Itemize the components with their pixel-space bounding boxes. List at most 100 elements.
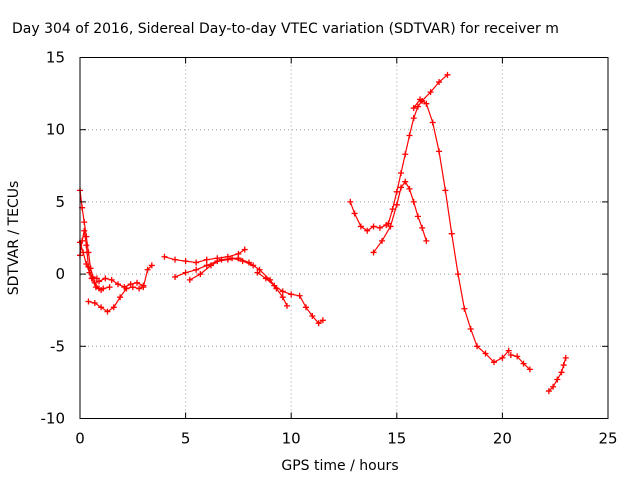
data-point	[526, 366, 533, 373]
data-point	[370, 223, 377, 230]
data-point	[98, 304, 105, 311]
series-track-6	[161, 246, 248, 266]
series-line	[257, 272, 324, 324]
data-point	[144, 266, 151, 273]
data-point	[235, 255, 242, 262]
data-point	[182, 258, 189, 265]
data-point	[96, 278, 103, 285]
series-track-8	[186, 255, 257, 283]
series-track-12	[370, 178, 430, 256]
data-point	[406, 132, 413, 139]
data-point	[406, 185, 413, 192]
data-point	[279, 294, 286, 301]
series-track-15	[507, 351, 533, 373]
series-track-10	[254, 269, 326, 327]
data-point	[402, 178, 409, 185]
data-series-layer	[77, 71, 569, 395]
data-point	[193, 266, 200, 273]
data-point	[117, 294, 124, 301]
data-point	[490, 359, 497, 366]
y-tick-label: 15	[46, 49, 65, 67]
data-point	[283, 302, 290, 309]
data-point	[102, 275, 109, 282]
series-track-9	[235, 255, 290, 309]
data-point	[550, 383, 557, 390]
y-tick-label: 10	[46, 121, 65, 139]
data-point	[98, 286, 105, 293]
data-point	[448, 230, 455, 237]
data-point	[203, 256, 210, 263]
data-point	[423, 100, 430, 107]
data-point	[562, 354, 569, 361]
data-point	[414, 103, 421, 110]
data-point	[309, 312, 316, 319]
data-point	[127, 281, 134, 288]
data-point	[197, 271, 204, 278]
data-point	[288, 291, 295, 298]
data-point	[419, 224, 426, 231]
data-point	[104, 308, 111, 315]
y-tick-label: 0	[55, 265, 65, 283]
data-point	[121, 284, 128, 291]
x-tick-label: 0	[75, 430, 85, 448]
data-point	[81, 227, 88, 234]
data-point	[136, 285, 143, 292]
x-axis-label: GPS time / hours	[281, 458, 398, 474]
data-point	[134, 279, 141, 286]
data-point	[414, 213, 421, 220]
series-track-16	[545, 354, 569, 395]
data-point	[410, 105, 417, 112]
data-point	[444, 71, 451, 78]
data-point	[83, 242, 90, 249]
data-point	[83, 233, 90, 240]
series-track-5	[96, 275, 147, 291]
data-point	[347, 198, 354, 205]
data-point	[85, 298, 92, 305]
data-point	[140, 282, 147, 289]
series-track-14	[410, 96, 512, 366]
data-point	[92, 284, 99, 291]
data-point	[455, 271, 462, 278]
data-point	[207, 262, 214, 269]
data-point	[229, 255, 236, 262]
series-track-11	[347, 198, 390, 234]
data-point	[389, 206, 396, 213]
data-point	[417, 96, 424, 103]
data-point	[427, 89, 434, 96]
data-point	[81, 219, 88, 226]
data-point	[302, 304, 309, 311]
data-point	[393, 201, 400, 208]
data-point	[186, 276, 193, 283]
x-tick-label: 25	[598, 430, 617, 448]
data-point	[398, 184, 405, 191]
data-point	[474, 343, 481, 350]
data-point	[376, 224, 383, 231]
data-point	[560, 362, 567, 369]
data-point	[315, 320, 322, 327]
series-line	[510, 354, 531, 370]
data-point	[436, 148, 443, 155]
data-point	[254, 269, 261, 276]
data-point	[385, 220, 392, 227]
data-point	[106, 284, 113, 291]
data-point	[482, 350, 489, 357]
data-point	[442, 187, 449, 194]
series-line	[413, 98, 510, 363]
data-point	[110, 304, 117, 311]
series-line	[238, 257, 288, 307]
data-point	[514, 353, 521, 360]
data-point	[351, 210, 358, 217]
x-tick-label: 20	[493, 430, 512, 448]
data-point	[545, 388, 552, 395]
x-tick-labels: 0 5 10 15 20 25	[75, 430, 617, 448]
data-point	[467, 325, 474, 332]
data-point	[461, 305, 468, 312]
data-point	[262, 275, 269, 282]
y-tick-labels: -10 -5 0 5 10 15	[41, 49, 66, 428]
y-tick-label: 5	[55, 193, 65, 211]
data-point	[410, 198, 417, 205]
y-tick-label: -5	[50, 337, 65, 355]
series-line	[88, 265, 153, 313]
series-track-13	[385, 71, 451, 227]
